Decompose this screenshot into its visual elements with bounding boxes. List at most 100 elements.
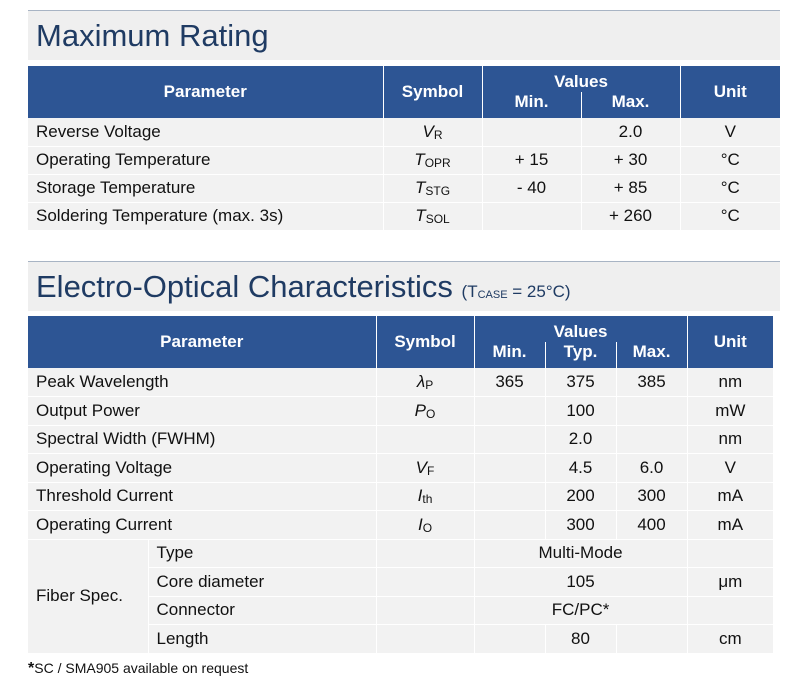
max-cell: 300: [615, 482, 688, 511]
unit-cell: mW: [686, 396, 774, 426]
symbol: λP: [416, 372, 434, 392]
table-row: Operating Voltage VF 4.5 6.0 V: [28, 453, 774, 483]
symbol-cell: IO: [375, 510, 475, 540]
symbol: IO: [417, 514, 433, 535]
table-row: Threshold Current Ith 200 300 mA: [28, 482, 774, 511]
max-rating-table: Parameter Symbol Values Unit Min. Max. R…: [28, 66, 780, 231]
min-cell: [473, 425, 546, 454]
symbol: TSOL: [415, 206, 450, 226]
max-cell: [615, 624, 688, 654]
unit-cell: mA: [686, 510, 774, 540]
symbol-cell: [375, 425, 475, 454]
fiber-parameter-cell: Length: [148, 624, 377, 654]
footnote-text: SC / SMA905 available on request: [34, 660, 249, 676]
table-row: Output Power PO 100 mW: [28, 396, 774, 426]
typ-cell: 2.0: [544, 425, 617, 454]
max-cell: 6.0: [615, 453, 688, 483]
min-cell: - 40: [481, 174, 582, 203]
header-unit: Unit: [679, 66, 780, 118]
unit-cell: V: [679, 118, 780, 147]
fiber-parameter-cell: Connector: [148, 596, 377, 625]
symbol: TSTG: [414, 178, 451, 198]
unit-cell: °C: [679, 146, 780, 175]
typ-cell: 4.5: [544, 453, 617, 483]
eo-header-unit: Unit: [686, 316, 774, 368]
unit-cell: μm: [686, 567, 774, 597]
table-row: Storage Temperature TSTG - 40 + 85 °C: [28, 174, 780, 203]
typ-cell: 300: [544, 510, 617, 540]
max-cell: 2.0: [580, 118, 681, 147]
symbol-cell: PO: [375, 396, 475, 426]
footnote: *SC / SMA905 available on request: [28, 660, 248, 678]
symbol-cell: TSTG: [382, 174, 483, 203]
max-cell: [615, 425, 688, 454]
symbol-cell: [375, 624, 475, 654]
table-row: Reverse Voltage VR 2.0 V: [28, 118, 780, 147]
header-min: Min.: [482, 92, 582, 118]
parameter-cell: Peak Wavelength: [28, 368, 377, 397]
max-cell: + 30: [580, 146, 681, 175]
table-row: Soldering Temperature (max. 3s) TSOL + 260…: [28, 202, 780, 231]
symbol: PO: [414, 400, 436, 421]
min-cell: [473, 510, 546, 540]
unit-cell: nm: [686, 368, 774, 397]
max-cell: 400: [615, 510, 688, 540]
table-row: Operating Temperature TOPR + 15 + 30 °C: [28, 146, 780, 175]
min-cell: [473, 482, 546, 511]
eo-title-text: Electro-Optical Characteristics: [36, 269, 453, 304]
unit-cell: °C: [679, 174, 780, 203]
max-cell: 385: [615, 368, 688, 397]
symbol-cell: [375, 596, 475, 625]
max-rating-title: Maximum Rating: [36, 18, 269, 53]
min-cell: [481, 118, 582, 147]
typ-cell: 375: [544, 368, 617, 397]
parameter-cell: Output Power: [28, 396, 377, 426]
symbol-cell: [375, 539, 475, 568]
header-parameter: Parameter: [28, 66, 384, 118]
symbol-cell: Ith: [375, 482, 475, 511]
eo-title: Electro-Optical Characteristics (TCASE =…: [36, 269, 571, 305]
parameter-cell: Reverse Voltage: [28, 118, 384, 147]
parameter-cell: Soldering Temperature (max. 3s): [28, 202, 384, 231]
unit-cell: °C: [679, 202, 780, 231]
unit-cell: mA: [686, 482, 774, 511]
typ-cell: 80: [544, 624, 617, 654]
header-symbol: Symbol: [382, 66, 483, 118]
min-cell: [481, 202, 582, 231]
min-cell: + 15: [481, 146, 582, 175]
symbol-cell: VR: [382, 118, 483, 147]
symbol-cell: λP: [375, 368, 475, 397]
min-cell: [473, 396, 546, 426]
parameter-cell: Operating Current: [28, 510, 377, 540]
fiber-parameter-cell: Core diameter: [148, 567, 377, 597]
table-row: Core diameter 105 μm: [28, 567, 774, 597]
parameter-cell: Storage Temperature: [28, 174, 384, 203]
eo-header-min: Min.: [474, 342, 546, 368]
min-cell: 365: [473, 368, 546, 397]
parameter-cell: Operating Voltage: [28, 453, 377, 483]
eo-header-typ: Typ.: [544, 342, 617, 368]
table-row: Operating Current IO 300 400 mA: [28, 510, 774, 540]
min-cell: [473, 624, 546, 654]
symbol-cell: VF: [375, 453, 475, 483]
header-values: Values: [481, 66, 681, 92]
symbol-cell: TSOL: [382, 202, 483, 231]
symbol: TOPR: [414, 150, 451, 170]
unit-cell: [686, 596, 774, 625]
symbol: VR: [422, 121, 443, 142]
eo-header: Electro-Optical Characteristics (TCASE =…: [28, 261, 780, 311]
eo-header-max: Max.: [615, 342, 688, 368]
unit-cell: [686, 539, 774, 568]
symbol-cell: [375, 567, 475, 597]
fiber-parameter-cell: Type: [147, 539, 377, 568]
fiber-value-cell: Multi-Mode: [473, 539, 688, 568]
parameter-cell: Spectral Width (FWHM): [28, 425, 377, 454]
parameter-cell: Threshold Current: [28, 482, 377, 511]
table-row: Fiber Spec. Type Multi-Mode: [28, 539, 774, 654]
max-rating-header: Maximum Rating: [28, 10, 780, 60]
max-cell: + 260: [580, 202, 681, 231]
table-row: Connector FC/PC*: [28, 596, 774, 625]
unit-cell: cm: [686, 624, 774, 654]
fiber-value-cell: 105: [473, 567, 688, 597]
fiber-spec-label: Fiber Spec.: [28, 539, 149, 654]
